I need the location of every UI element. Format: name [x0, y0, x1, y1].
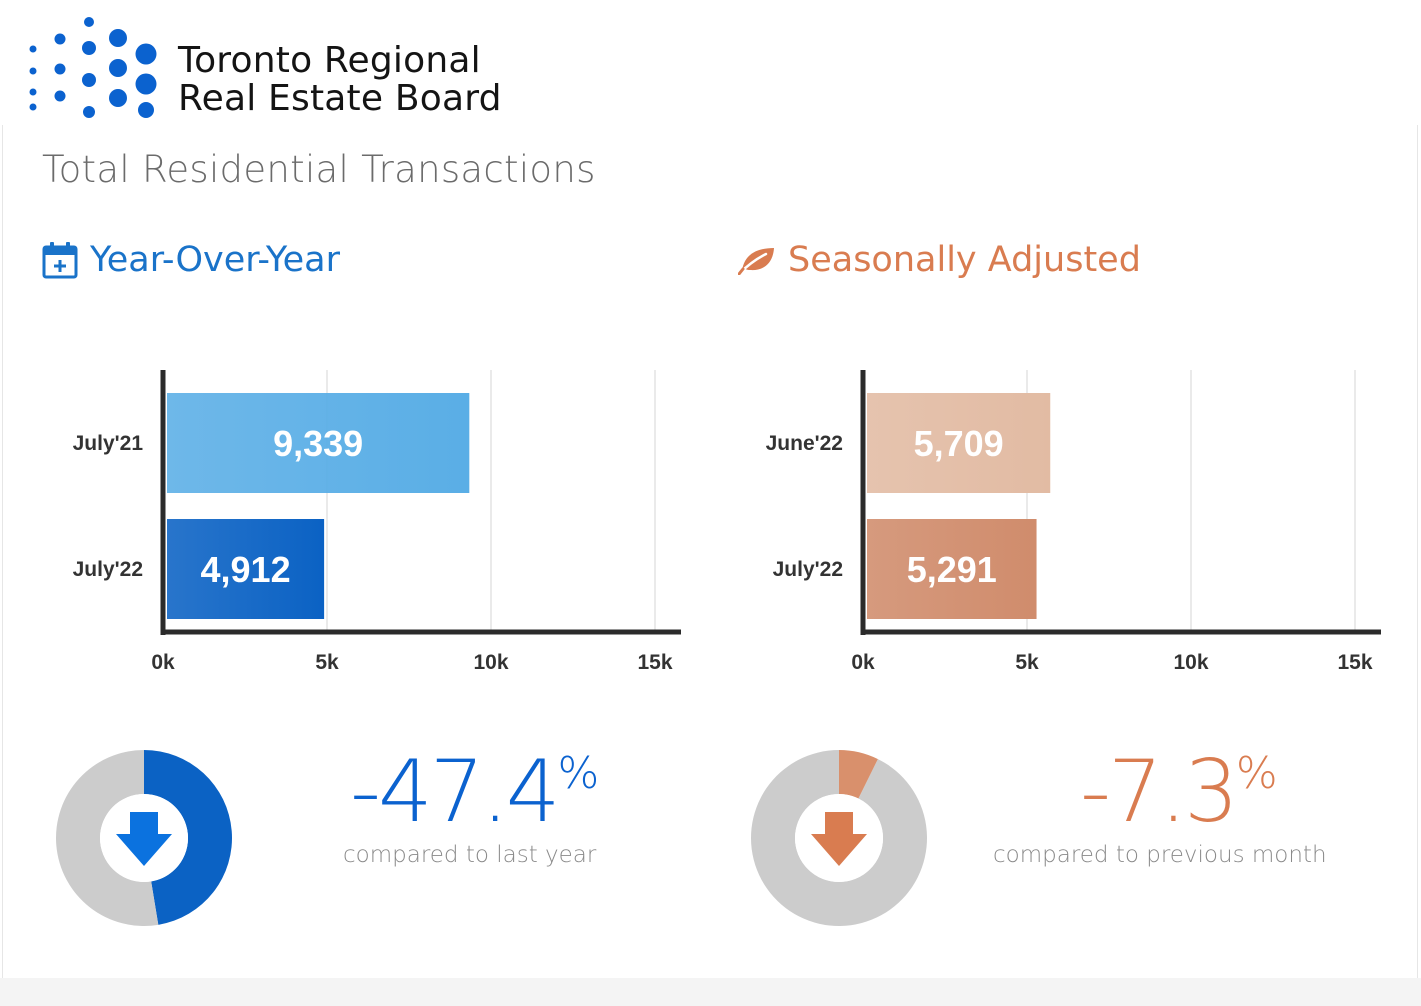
donut-chart-year-over-year	[56, 750, 233, 926]
calendar-plus-icon	[42, 242, 78, 279]
logo-wordmark: Toronto Regional Real Estate Board	[178, 42, 502, 118]
section-title-yoy-label: Year-Over-Year	[90, 240, 340, 280]
yoy-percent-change: -47.4%	[350, 742, 599, 842]
yoy-x-tick-label: 15k	[637, 651, 672, 674]
sa-x-tick-label: 0k	[851, 651, 875, 674]
yoy-donut-slice-1	[56, 750, 159, 926]
yoy-x-tick-label: 10k	[473, 651, 508, 674]
arrow-down-icon	[116, 812, 172, 866]
logo-line-2: Real Estate Board	[178, 78, 502, 119]
frame-right-border	[1417, 125, 1418, 980]
bar-chart-seasonally-adjusted: 5,709 June'22 5,291 July'22 0k 5k 10k 15k	[766, 370, 1381, 674]
yoy-x-tick-label: 5k	[315, 651, 339, 674]
yoy-caption: compared to last year	[343, 842, 597, 868]
sa-x-tick-label: 10k	[1173, 651, 1208, 674]
trreb-logo: Toronto Regional Real Estate Board	[25, 12, 545, 124]
sa-donut-slice-0	[839, 750, 878, 799]
sa-bar-value-label: 5,709	[914, 423, 1004, 464]
sa-donut-slice-1	[751, 750, 927, 926]
page-title: Total Residential Transactions	[42, 148, 596, 191]
yoy-percent-value: -47.4	[350, 742, 561, 842]
section-title-seasonally-adjusted: Seasonally Adjusted	[738, 240, 1141, 280]
sa-category-label: June'22	[766, 432, 843, 455]
sa-caption: compared to previous month	[993, 842, 1327, 868]
logo-line-1: Toronto Regional	[178, 40, 481, 81]
bar-chart-year-over-year: 9,339 July'21 4,912 July'22 0k 5k 10k 15k	[73, 370, 681, 674]
sa-bar-1	[867, 519, 1037, 619]
yoy-donut-slice-0	[144, 750, 233, 925]
sa-x-tick-label: 15k	[1337, 651, 1372, 674]
arrow-down-icon	[811, 812, 867, 866]
sa-percent-value: -7.3	[1080, 742, 1239, 842]
frame-left-border	[2, 125, 3, 980]
sa-bar-0	[867, 393, 1051, 493]
yoy-bar-1	[167, 519, 325, 619]
logo-dots-icon	[29, 17, 157, 118]
yoy-percent-unit: %	[557, 748, 600, 799]
sa-bar-value-label: 5,291	[907, 549, 997, 590]
yoy-bar-0	[167, 393, 470, 493]
yoy-category-label: July'21	[73, 432, 144, 455]
section-title-year-over-year: Year-Over-Year	[42, 240, 340, 280]
yoy-bar-value-label: 4,912	[201, 549, 291, 590]
sa-category-label: July'22	[773, 558, 843, 581]
sa-percent-change: -7.3%	[1080, 742, 1278, 842]
yoy-category-label: July'22	[73, 558, 143, 581]
donut-chart-seasonally-adjusted	[751, 750, 927, 926]
section-title-sa-label: Seasonally Adjusted	[788, 240, 1141, 280]
yoy-bar-value-label: 9,339	[273, 423, 363, 464]
frame-bottom-strip	[0, 978, 1421, 1006]
yoy-x-tick-label: 0k	[151, 651, 175, 674]
sa-x-tick-label: 5k	[1015, 651, 1039, 674]
leaf-icon	[738, 248, 774, 275]
sa-percent-unit: %	[1235, 748, 1278, 799]
